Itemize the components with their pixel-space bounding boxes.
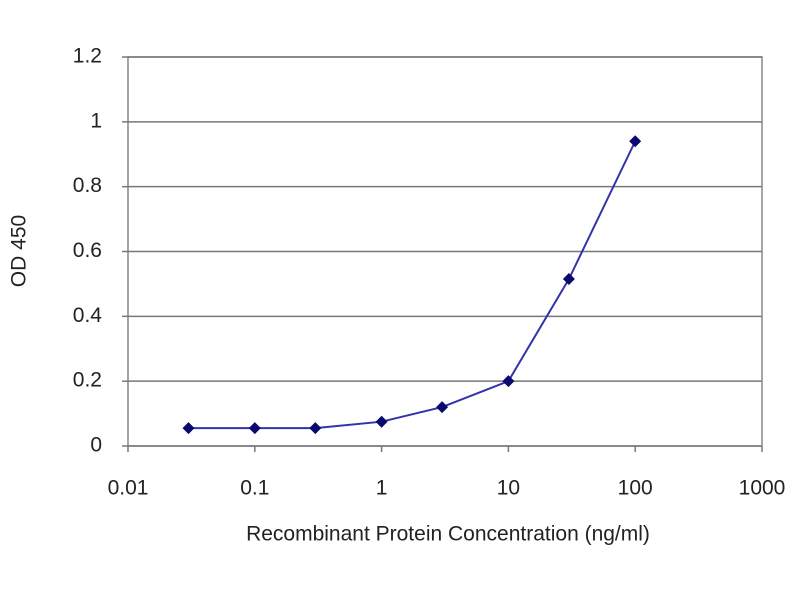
data-point bbox=[436, 401, 449, 414]
data-point bbox=[562, 273, 575, 286]
data-point bbox=[375, 415, 388, 428]
y-tick-label: 0.2 bbox=[73, 369, 102, 392]
y-axis-label: OD 450 bbox=[8, 215, 31, 287]
x-tick-label: 1000 bbox=[739, 477, 786, 500]
x-tick-label: 0.01 bbox=[108, 477, 149, 500]
x-tick-label: 1 bbox=[376, 477, 388, 500]
data-point bbox=[182, 422, 195, 435]
x-tick-label: 10 bbox=[497, 477, 520, 500]
y-tick-label: 1.2 bbox=[73, 45, 102, 68]
x-axis-label: Recombinant Protein Concentration (ng/ml… bbox=[246, 523, 650, 546]
data-point bbox=[629, 135, 642, 148]
x-tick-label: 0.1 bbox=[240, 477, 269, 500]
data-point bbox=[309, 422, 322, 435]
data-point bbox=[248, 422, 261, 435]
y-tick-label: 0.6 bbox=[73, 239, 102, 262]
y-tick-label: 0 bbox=[90, 434, 102, 457]
x-tick-label: 100 bbox=[618, 477, 653, 500]
y-tick-label: 1 bbox=[90, 109, 102, 132]
y-tick-label: 0.4 bbox=[73, 304, 103, 327]
data-line bbox=[188, 140, 637, 430]
y-tick-label: 0.8 bbox=[73, 174, 102, 197]
data-point bbox=[502, 375, 515, 388]
